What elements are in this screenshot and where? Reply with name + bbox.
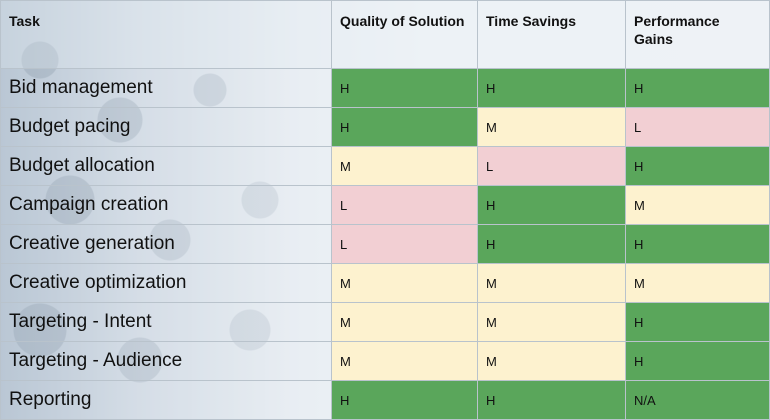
table-row: Creative generation L H H [0, 224, 770, 264]
table-row: Budget allocation M L H [0, 146, 770, 186]
table-row: Creative optimization M M M [0, 263, 770, 303]
quality-cell: M [331, 302, 478, 342]
task-cell: Creative generation [0, 224, 332, 264]
time-savings-cell: H [477, 68, 626, 108]
performance-cell: H [625, 302, 770, 342]
time-savings-cell: H [477, 185, 626, 225]
performance-cell: M [625, 185, 770, 225]
header-time-savings: Time Savings [477, 0, 626, 69]
time-savings-cell: M [477, 302, 626, 342]
time-savings-cell: M [477, 341, 626, 381]
quality-cell: H [331, 380, 478, 420]
quality-cell: H [331, 68, 478, 108]
quality-cell: M [331, 146, 478, 186]
time-savings-cell: M [477, 263, 626, 303]
header-row: Task Quality of Solution Time Savings Pe… [0, 0, 770, 69]
task-cell: Campaign creation [0, 185, 332, 225]
task-cell: Budget allocation [0, 146, 332, 186]
task-cell: Creative optimization [0, 263, 332, 303]
quality-cell: L [331, 224, 478, 264]
time-savings-cell: H [477, 224, 626, 264]
task-cell: Bid management [0, 68, 332, 108]
header-task: Task [0, 0, 332, 69]
table-row: Bid management H H H [0, 68, 770, 108]
table-row: Campaign creation L H M [0, 185, 770, 225]
quality-cell: H [331, 107, 478, 147]
header-quality: Quality of Solution [331, 0, 478, 69]
quality-cell: L [331, 185, 478, 225]
table-row: Budget pacing H M L [0, 107, 770, 147]
performance-cell: M [625, 263, 770, 303]
task-cell: Targeting - Audience [0, 341, 332, 381]
task-cell: Reporting [0, 380, 332, 420]
time-savings-cell: M [477, 107, 626, 147]
task-cell: Targeting - Intent [0, 302, 332, 342]
table-row: Reporting H H N/A [0, 380, 770, 420]
quality-cell: M [331, 341, 478, 381]
time-savings-cell: H [477, 380, 626, 420]
time-savings-cell: L [477, 146, 626, 186]
performance-cell: H [625, 146, 770, 186]
table-row: Targeting - Intent M M H [0, 302, 770, 342]
performance-cell: H [625, 224, 770, 264]
performance-cell: H [625, 341, 770, 381]
performance-cell: N/A [625, 380, 770, 420]
performance-cell: H [625, 68, 770, 108]
quality-cell: M [331, 263, 478, 303]
table-row: Targeting - Audience M M H [0, 341, 770, 381]
header-performance: Performance Gains [625, 0, 770, 69]
performance-cell: L [625, 107, 770, 147]
task-cell: Budget pacing [0, 107, 332, 147]
